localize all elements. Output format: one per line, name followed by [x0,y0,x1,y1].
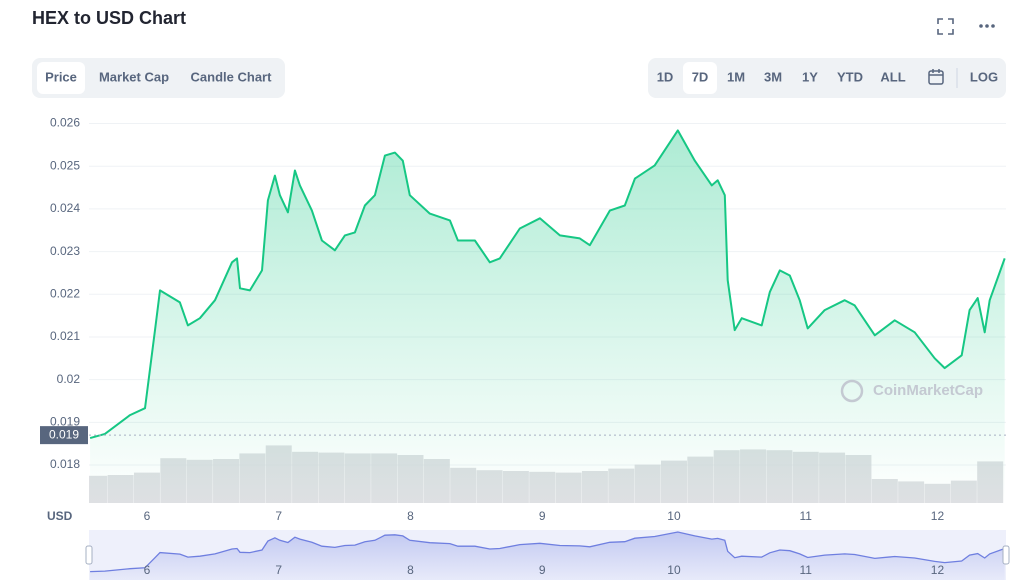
y-tick-label: 0.022 [50,286,80,300]
range-button[interactable]: 1M [727,69,745,84]
y-tick-label: 0.025 [50,158,80,172]
chart-title: HEX to USD Chart [32,8,186,28]
tab[interactable]: Candle Chart [191,69,273,84]
y-tick-label: 0.023 [50,244,80,258]
x-tick-label: 6 [144,509,151,523]
range-group [648,58,1006,98]
navigator-tick-label: 11 [800,563,813,577]
x-tick-label: 12 [931,509,945,523]
reference-label-box [40,426,88,445]
range-active [683,62,717,94]
x-tick-label: 10 [667,509,681,523]
navigator-handle[interactable] [1002,545,1010,565]
tab[interactable]: Market Cap [99,69,169,84]
range-button[interactable]: 1Y [802,69,818,84]
watermark-logo [840,379,864,403]
y-tick-label: 0.018 [50,457,80,471]
navigator-tick-label: 12 [931,563,945,577]
x-tick-label: 7 [275,509,282,523]
range-button[interactable]: LOG [970,69,998,84]
range-button[interactable]: 7D [692,69,709,84]
navigator-area [90,532,1005,580]
reference-label: 0.019 [49,427,79,441]
price-line [89,129,1006,440]
y-tick-label: 0.02 [57,372,81,386]
y-unit-label: USD [47,509,73,523]
x-tick-label: 9 [539,509,546,523]
y-tick-label: 0.024 [50,201,80,215]
range-button[interactable]: 3M [764,69,782,84]
navigator-tick-label: 9 [539,563,546,577]
y-tick-label: 0.019 [50,414,80,428]
range-button[interactable]: YTD [837,69,863,84]
navigator-tick-label: 6 [144,563,151,577]
watermark: CoinMarketCap [873,382,983,399]
y-tick-label: 0.021 [50,329,80,343]
x-tick-label: 11 [800,509,813,523]
navigator-line [90,531,1005,573]
x-tick-label: 8 [407,509,414,523]
navigator-tick-label: 7 [275,563,282,577]
tab[interactable]: Price [45,69,77,84]
fullscreen-icon[interactable] [937,18,954,35]
tab-active [37,62,85,94]
navigator-handle[interactable] [85,545,93,565]
calendar-icon[interactable] [928,69,944,85]
y-tick-label: 0.026 [50,116,80,130]
price-area [90,130,1005,503]
more-icon[interactable] [979,24,995,28]
range-button[interactable]: ALL [880,69,905,84]
navigator-tick-label: 8 [407,563,414,577]
range-button[interactable]: 1D [657,69,674,84]
tab-group [32,58,285,98]
navigator-tick-label: 10 [667,563,681,577]
